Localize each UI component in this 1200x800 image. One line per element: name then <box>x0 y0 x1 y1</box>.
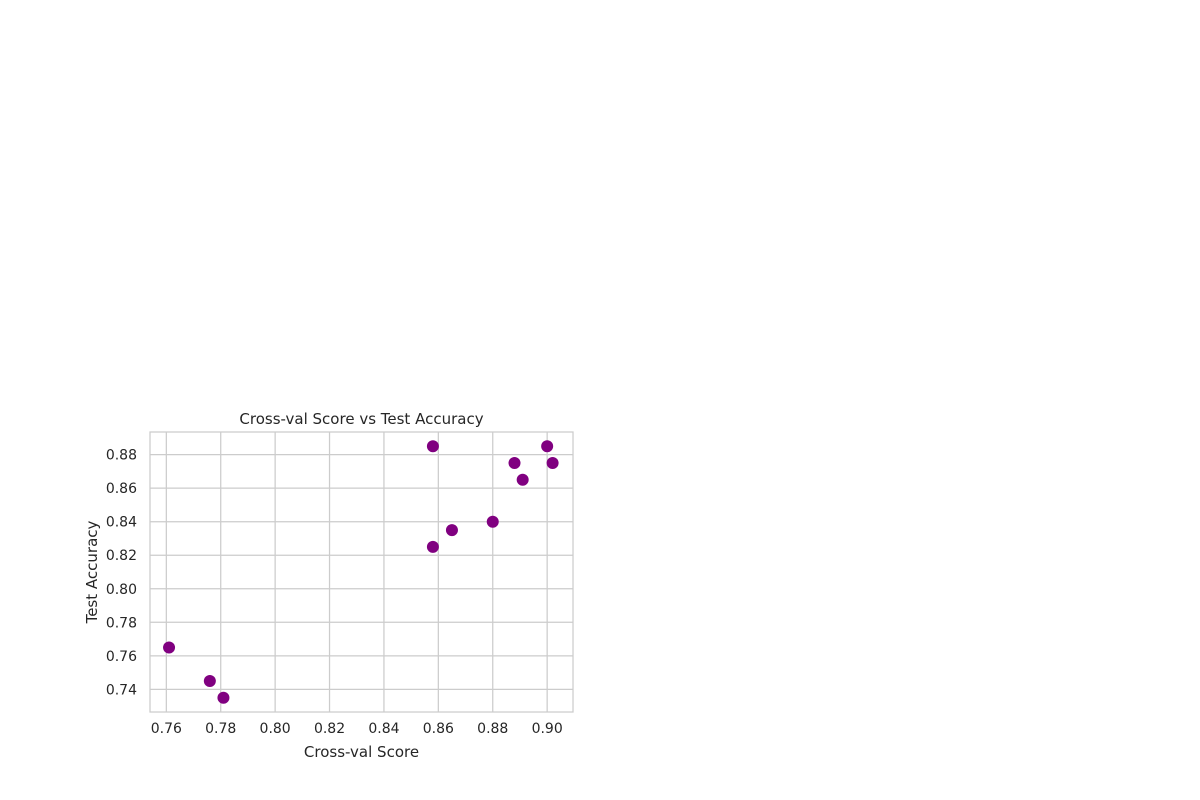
scatter-point <box>486 515 499 528</box>
chart-title: Cross-val Score vs Test Accuracy <box>239 410 483 428</box>
plot-frame <box>149 431 574 713</box>
scatter-point <box>546 457 559 470</box>
x-tick-label: 0.76 <box>151 721 182 737</box>
y-tick-label: 0.84 <box>106 515 137 531</box>
scatter-point <box>508 457 521 470</box>
x-tick-label: 0.84 <box>368 721 399 737</box>
x-tick-label: 0.88 <box>477 721 508 737</box>
grid <box>150 432 573 712</box>
scatter-point <box>516 473 529 486</box>
y-tick-label: 0.74 <box>106 682 137 698</box>
y-tick-label: 0.82 <box>106 548 137 564</box>
y-tick-labels: 0.74 0.76 0.78 0.80 0.82 0.84 0.86 0.88 <box>106 448 137 699</box>
x-tick-labels: 0.76 0.78 0.80 0.82 0.84 0.86 0.88 0.90 <box>151 721 563 737</box>
y-axis-label: Test Accuracy <box>83 520 101 624</box>
x-tick-label: 0.90 <box>532 721 563 737</box>
scatter-point <box>426 440 439 453</box>
scatter-point <box>163 641 176 654</box>
scatter-point <box>203 674 216 687</box>
scatter-points <box>163 440 559 704</box>
y-tick-label: 0.78 <box>106 615 137 631</box>
scatter-point <box>426 540 439 553</box>
x-tick-label: 0.86 <box>423 721 454 737</box>
scatter-point <box>217 691 230 704</box>
x-axis-label: Cross-val Score <box>304 743 419 761</box>
y-tick-label: 0.88 <box>106 448 137 464</box>
x-tick-label: 0.80 <box>260 721 291 737</box>
y-tick-label: 0.80 <box>106 582 137 598</box>
y-tick-label: 0.76 <box>106 649 137 665</box>
x-tick-label: 0.82 <box>314 721 345 737</box>
x-tick-label: 0.78 <box>205 721 236 737</box>
scatter-point <box>541 440 554 453</box>
scatter-point <box>445 524 458 537</box>
y-tick-label: 0.86 <box>106 481 137 497</box>
